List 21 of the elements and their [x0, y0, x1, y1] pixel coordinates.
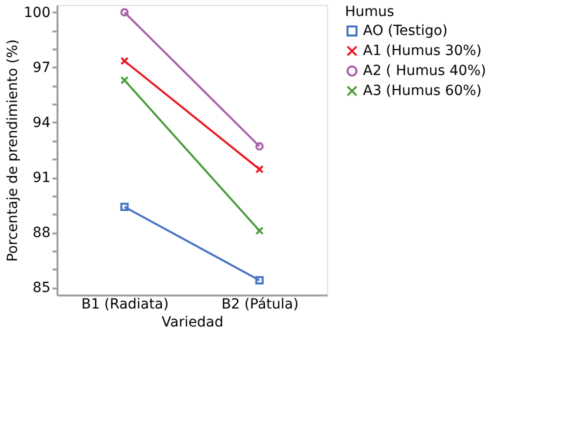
point [120, 76, 129, 84]
y-axis-title: Porcentaje de prendimiento (%) [4, 39, 21, 262]
x-tick-label: B2 (Pátula) [221, 296, 299, 312]
point [255, 276, 264, 284]
y-tick-label: 97 [32, 60, 50, 76]
legend-label: A2 ( Humus 40%) [363, 63, 486, 79]
x-tick-label: B1 (Radiata) [81, 296, 169, 312]
y-tick-label: 94 [32, 114, 51, 131]
legend-label: A1 (Humus 30%) [363, 43, 482, 59]
legend-label: AO (Testigo) [363, 23, 448, 39]
point [255, 165, 264, 174]
point [120, 56, 129, 66]
x-axis-title: Variedad [162, 314, 224, 330]
legend-title: Humus [345, 4, 394, 20]
y-tick-label: 91 [32, 170, 50, 186]
legend-label: A3 (Humus 60%) [363, 83, 482, 99]
y-tick-label: 100 [24, 4, 50, 21]
point [120, 202, 129, 212]
point [255, 226, 264, 235]
y-tick-label: 88 [32, 225, 50, 242]
y-tick-label: 85 [32, 280, 50, 296]
